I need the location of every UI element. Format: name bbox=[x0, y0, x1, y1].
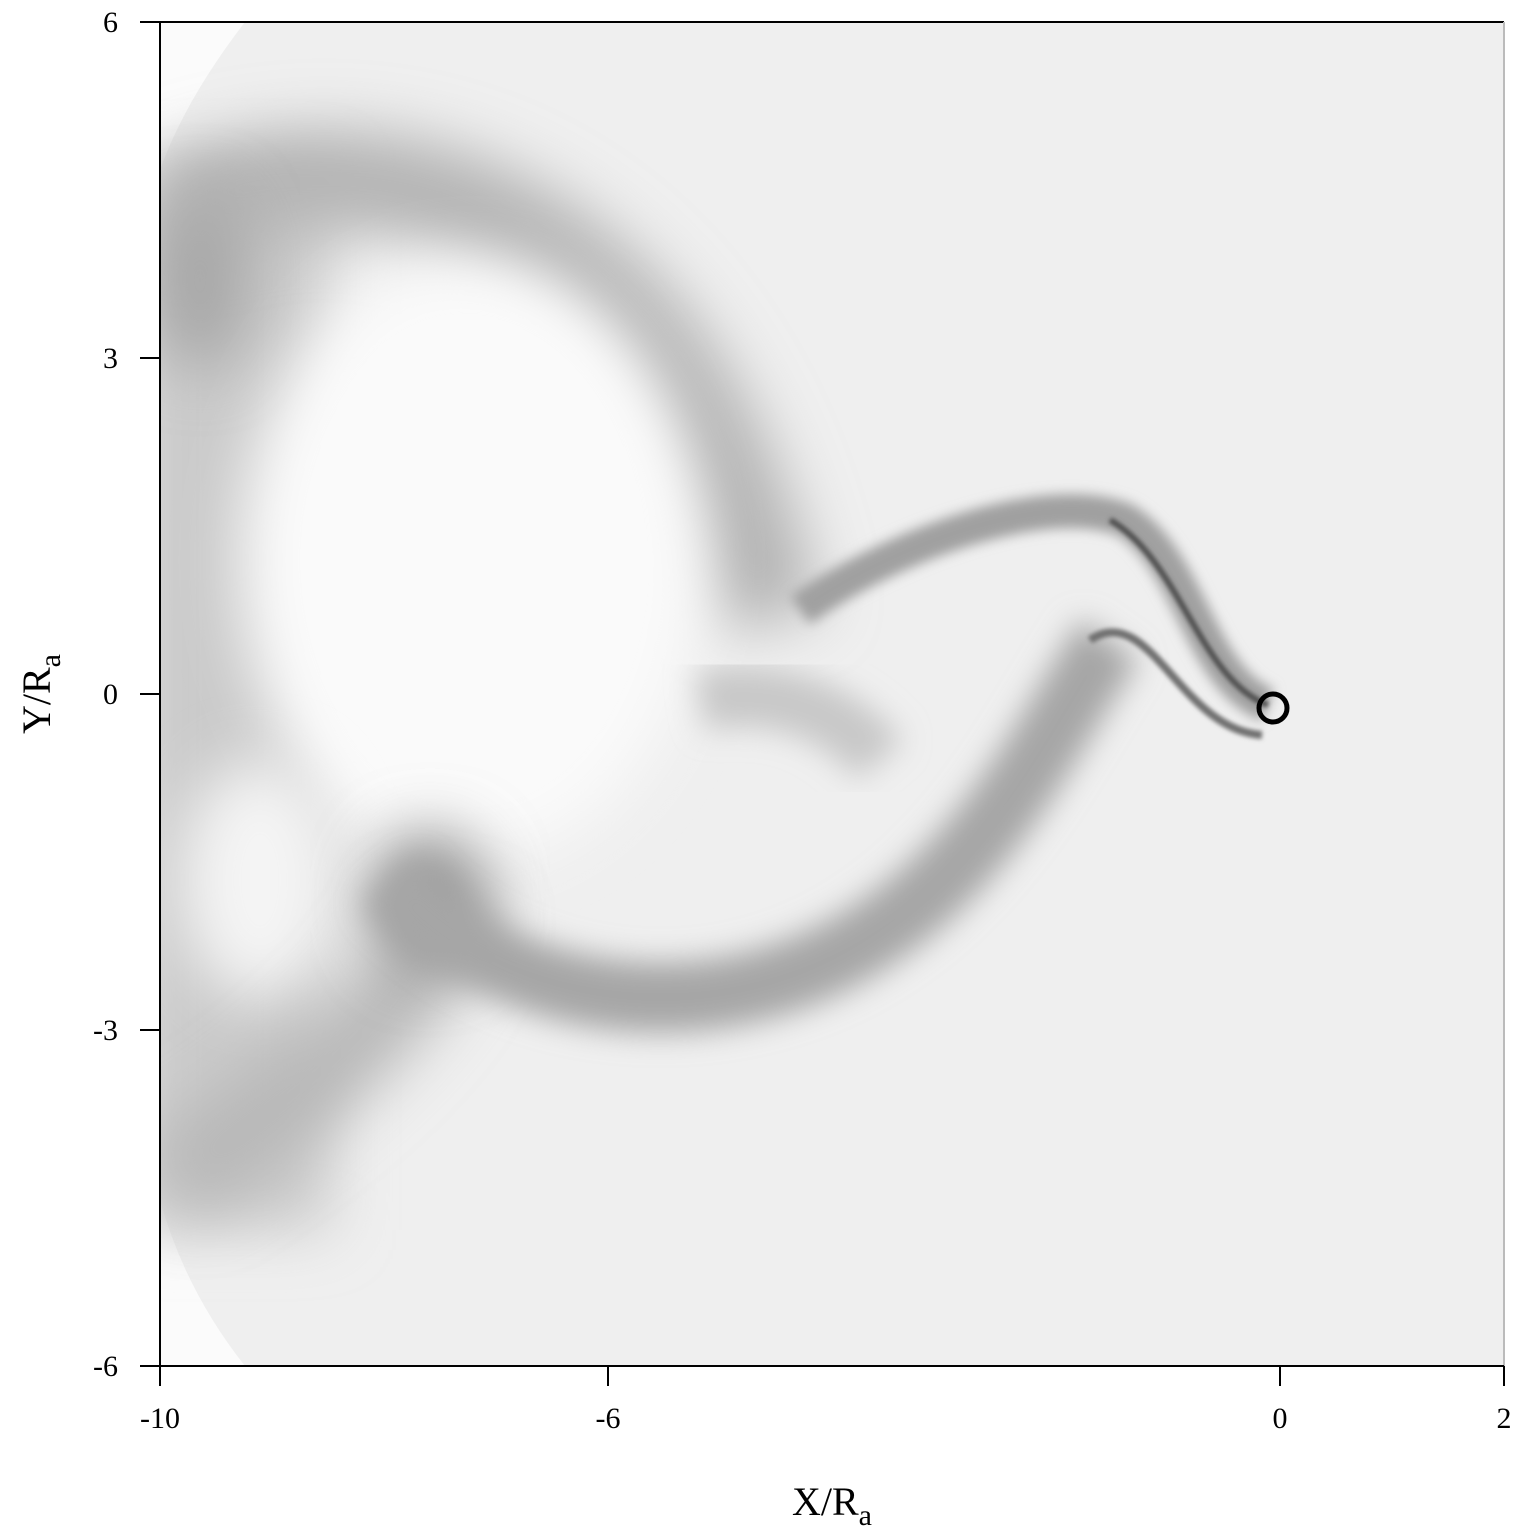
y-axis-label-sub: a bbox=[34, 654, 67, 667]
y-tick-label: -6 bbox=[93, 1350, 118, 1383]
y-axis-label: Y/Ra bbox=[14, 654, 67, 734]
x-axis-label-main: X/R bbox=[792, 1479, 859, 1524]
x-tick-label: -10 bbox=[140, 1402, 180, 1435]
x-tick-label: 2 bbox=[1497, 1402, 1512, 1435]
x-axis-label: X/Ra bbox=[792, 1479, 872, 1530]
y-tick-label: 6 bbox=[103, 6, 118, 39]
y-tick-label: 3 bbox=[103, 342, 118, 375]
x-tick-label: -6 bbox=[596, 1402, 621, 1435]
y-tick-label: -3 bbox=[93, 1014, 118, 1047]
density-image bbox=[160, 22, 1504, 1366]
x-tick-label: 0 bbox=[1273, 1402, 1288, 1435]
x-axis-label-sub: a bbox=[859, 1499, 872, 1530]
y-axis-label-main: Y/R bbox=[14, 667, 59, 734]
y-tick-label: 0 bbox=[103, 678, 118, 711]
